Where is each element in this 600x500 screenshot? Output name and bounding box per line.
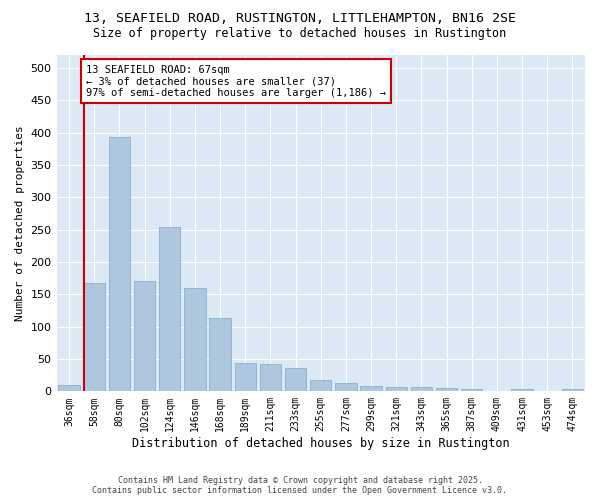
Bar bbox=[511, 390, 533, 392]
Bar bbox=[235, 363, 256, 392]
Text: 13, SEAFIELD ROAD, RUSTINGTON, LITTLEHAMPTON, BN16 2SE: 13, SEAFIELD ROAD, RUSTINGTON, LITTLEHAM… bbox=[84, 12, 516, 26]
X-axis label: Distribution of detached houses by size in Rustington: Distribution of detached houses by size … bbox=[132, 437, 509, 450]
Bar bbox=[386, 387, 407, 392]
Bar bbox=[562, 390, 583, 392]
Bar bbox=[83, 282, 105, 392]
Bar bbox=[436, 388, 457, 392]
Bar bbox=[461, 390, 482, 392]
Text: Contains HM Land Registry data © Crown copyright and database right 2025.
Contai: Contains HM Land Registry data © Crown c… bbox=[92, 476, 508, 495]
Text: 13 SEAFIELD ROAD: 67sqm
← 3% of detached houses are smaller (37)
97% of semi-det: 13 SEAFIELD ROAD: 67sqm ← 3% of detached… bbox=[86, 64, 386, 98]
Bar bbox=[134, 282, 155, 392]
Bar bbox=[260, 364, 281, 392]
Bar bbox=[159, 227, 181, 392]
Bar bbox=[209, 318, 231, 392]
Y-axis label: Number of detached properties: Number of detached properties bbox=[15, 126, 25, 321]
Bar bbox=[109, 137, 130, 392]
Bar bbox=[285, 368, 307, 392]
Bar bbox=[361, 386, 382, 392]
Bar bbox=[184, 288, 206, 392]
Text: Size of property relative to detached houses in Rustington: Size of property relative to detached ho… bbox=[94, 28, 506, 40]
Bar bbox=[58, 385, 80, 392]
Bar bbox=[335, 383, 356, 392]
Bar bbox=[411, 388, 432, 392]
Bar bbox=[310, 380, 331, 392]
